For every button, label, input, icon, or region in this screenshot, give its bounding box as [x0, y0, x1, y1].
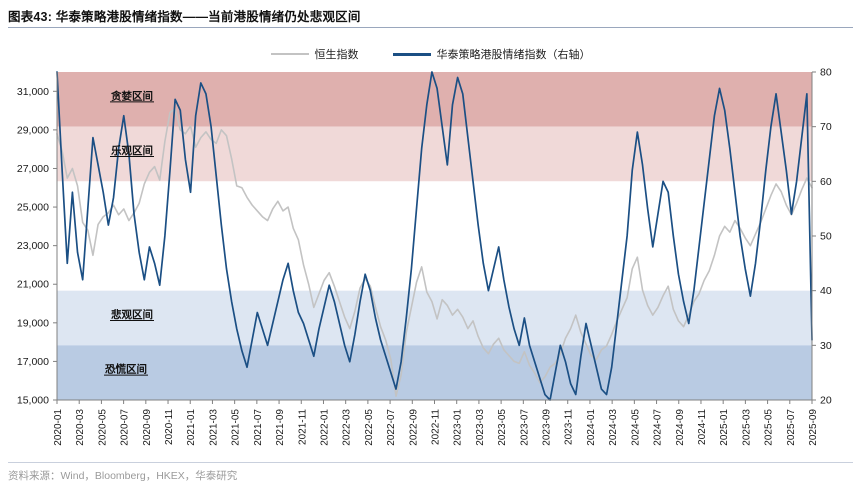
y-tick-label-left-7: 29,000 [17, 124, 49, 136]
y-tick-label-left-8: 31,000 [17, 86, 49, 98]
y-tick-label-left-6: 27,000 [17, 163, 49, 175]
x-tick-label-5: 2020-11 [164, 409, 175, 445]
x-tick-label-26: 2024-05 [630, 409, 641, 446]
x-tick-label-34: 2025-09 [808, 409, 819, 446]
page-title: 图表43: 华泰策略港股情绪指数——当前港股情绪仍处悲观区间 [8, 10, 361, 24]
legend-label-hang-seng: 恒生指数 [314, 49, 359, 61]
chart-legend: 恒生指数 华泰策略港股情绪指数（右轴） [0, 44, 861, 64]
x-tick-label-23: 2023-11 [564, 409, 575, 445]
y-tick-label-left-1: 17,000 [17, 356, 49, 368]
footer-divider [8, 462, 853, 463]
y-tick-label-right-0: 20 [820, 395, 832, 407]
series-line-sentiment-index [56, 71, 813, 401]
chart-series [56, 71, 813, 401]
legend-item-sentiment-index: 华泰策略港股情绪指数（右轴） [392, 46, 591, 62]
x-tick-label-27: 2024-07 [653, 409, 664, 446]
band-3 [57, 290, 812, 346]
y-tick-label-left-2: 19,000 [17, 317, 49, 329]
band-label-2: 悲观区间 [111, 308, 153, 321]
x-tick-label-8: 2021-05 [231, 409, 242, 446]
legend-swatch-blue-line [392, 52, 431, 56]
y-tick-label-right-3: 50 [820, 231, 832, 243]
sentiment-bands [57, 72, 812, 400]
x-tick-label-19: 2023-03 [475, 409, 486, 446]
x-tick-label-25: 2024-03 [608, 409, 619, 446]
x-tick-label-28: 2024-09 [675, 409, 686, 446]
x-tick-label-1: 2020-03 [75, 409, 86, 446]
x-tick-label-30: 2025-01 [719, 409, 730, 446]
x-tick-label-11: 2021-11 [297, 409, 308, 445]
chart-axes: 15,000 17,000 19,000 21,000 23,000 25,000 27,0… [17, 67, 832, 446]
x-tick-label-33: 2025-07 [786, 409, 797, 446]
y-tick-label-right-1: 30 [820, 340, 832, 352]
x-tick-label-16: 2022-09 [408, 409, 419, 446]
band-label-1: 乐观区间 [111, 144, 153, 157]
x-tick-label-6: 2021-01 [186, 409, 197, 446]
title-divider [8, 27, 853, 28]
band-2 [57, 181, 812, 291]
y-tick-label-right-5: 70 [820, 121, 832, 133]
x-tick-label-15: 2022-07 [386, 409, 397, 446]
band-4 [57, 345, 812, 400]
x-tick-label-17: 2022-11 [431, 409, 442, 445]
x-tick-label-3: 2020-07 [120, 409, 131, 446]
x-tick-label-31: 2025-03 [741, 409, 752, 446]
x-tick-label-4: 2020-09 [142, 409, 153, 446]
x-tick-label-13: 2022-03 [342, 409, 353, 446]
x-tick-label-14: 2022-05 [364, 409, 375, 446]
y-tick-label-left-4: 23,000 [17, 240, 49, 252]
y-tick-label-left-3: 21,000 [17, 279, 49, 291]
legend-swatch-gray-line [270, 53, 309, 55]
x-tick-label-7: 2021-03 [208, 409, 219, 446]
y-tick-label-left-0: 15,000 [17, 395, 49, 407]
x-tick-label-20: 2023-05 [497, 409, 508, 446]
x-tick-label-9: 2021-07 [253, 409, 264, 446]
y-tick-label-right-4: 60 [820, 176, 832, 188]
x-tick-label-29: 2024-11 [697, 409, 708, 445]
y-tick-label-right-2: 40 [820, 285, 832, 297]
x-tick-label-0: 2020-01 [53, 409, 64, 446]
x-tick-label-18: 2023-01 [453, 409, 464, 446]
x-tick-label-32: 2025-05 [764, 409, 775, 446]
x-tick-label-10: 2021-09 [275, 409, 286, 446]
x-tick-label-24: 2024-01 [586, 409, 597, 446]
source-note: 资料来源：Wind，Bloomberg，HKEX，华泰研究 [8, 470, 238, 482]
legend-label-sentiment-index: 华泰策略港股情绪指数（右轴） [436, 49, 591, 61]
legend-item-hang-seng: 恒生指数 [270, 46, 359, 62]
y-tick-label-left-5: 25,000 [17, 202, 49, 214]
band-label-0: 贪婪区间 [110, 89, 153, 102]
band-label-3: 恐慌区间 [105, 363, 147, 376]
x-tick-label-21: 2023-07 [519, 409, 530, 446]
y-tick-label-right-6: 80 [820, 67, 832, 79]
x-tick-label-2: 2020-05 [97, 409, 108, 446]
x-tick-label-22: 2023-09 [542, 409, 553, 446]
x-tick-label-12: 2022-01 [320, 409, 331, 446]
